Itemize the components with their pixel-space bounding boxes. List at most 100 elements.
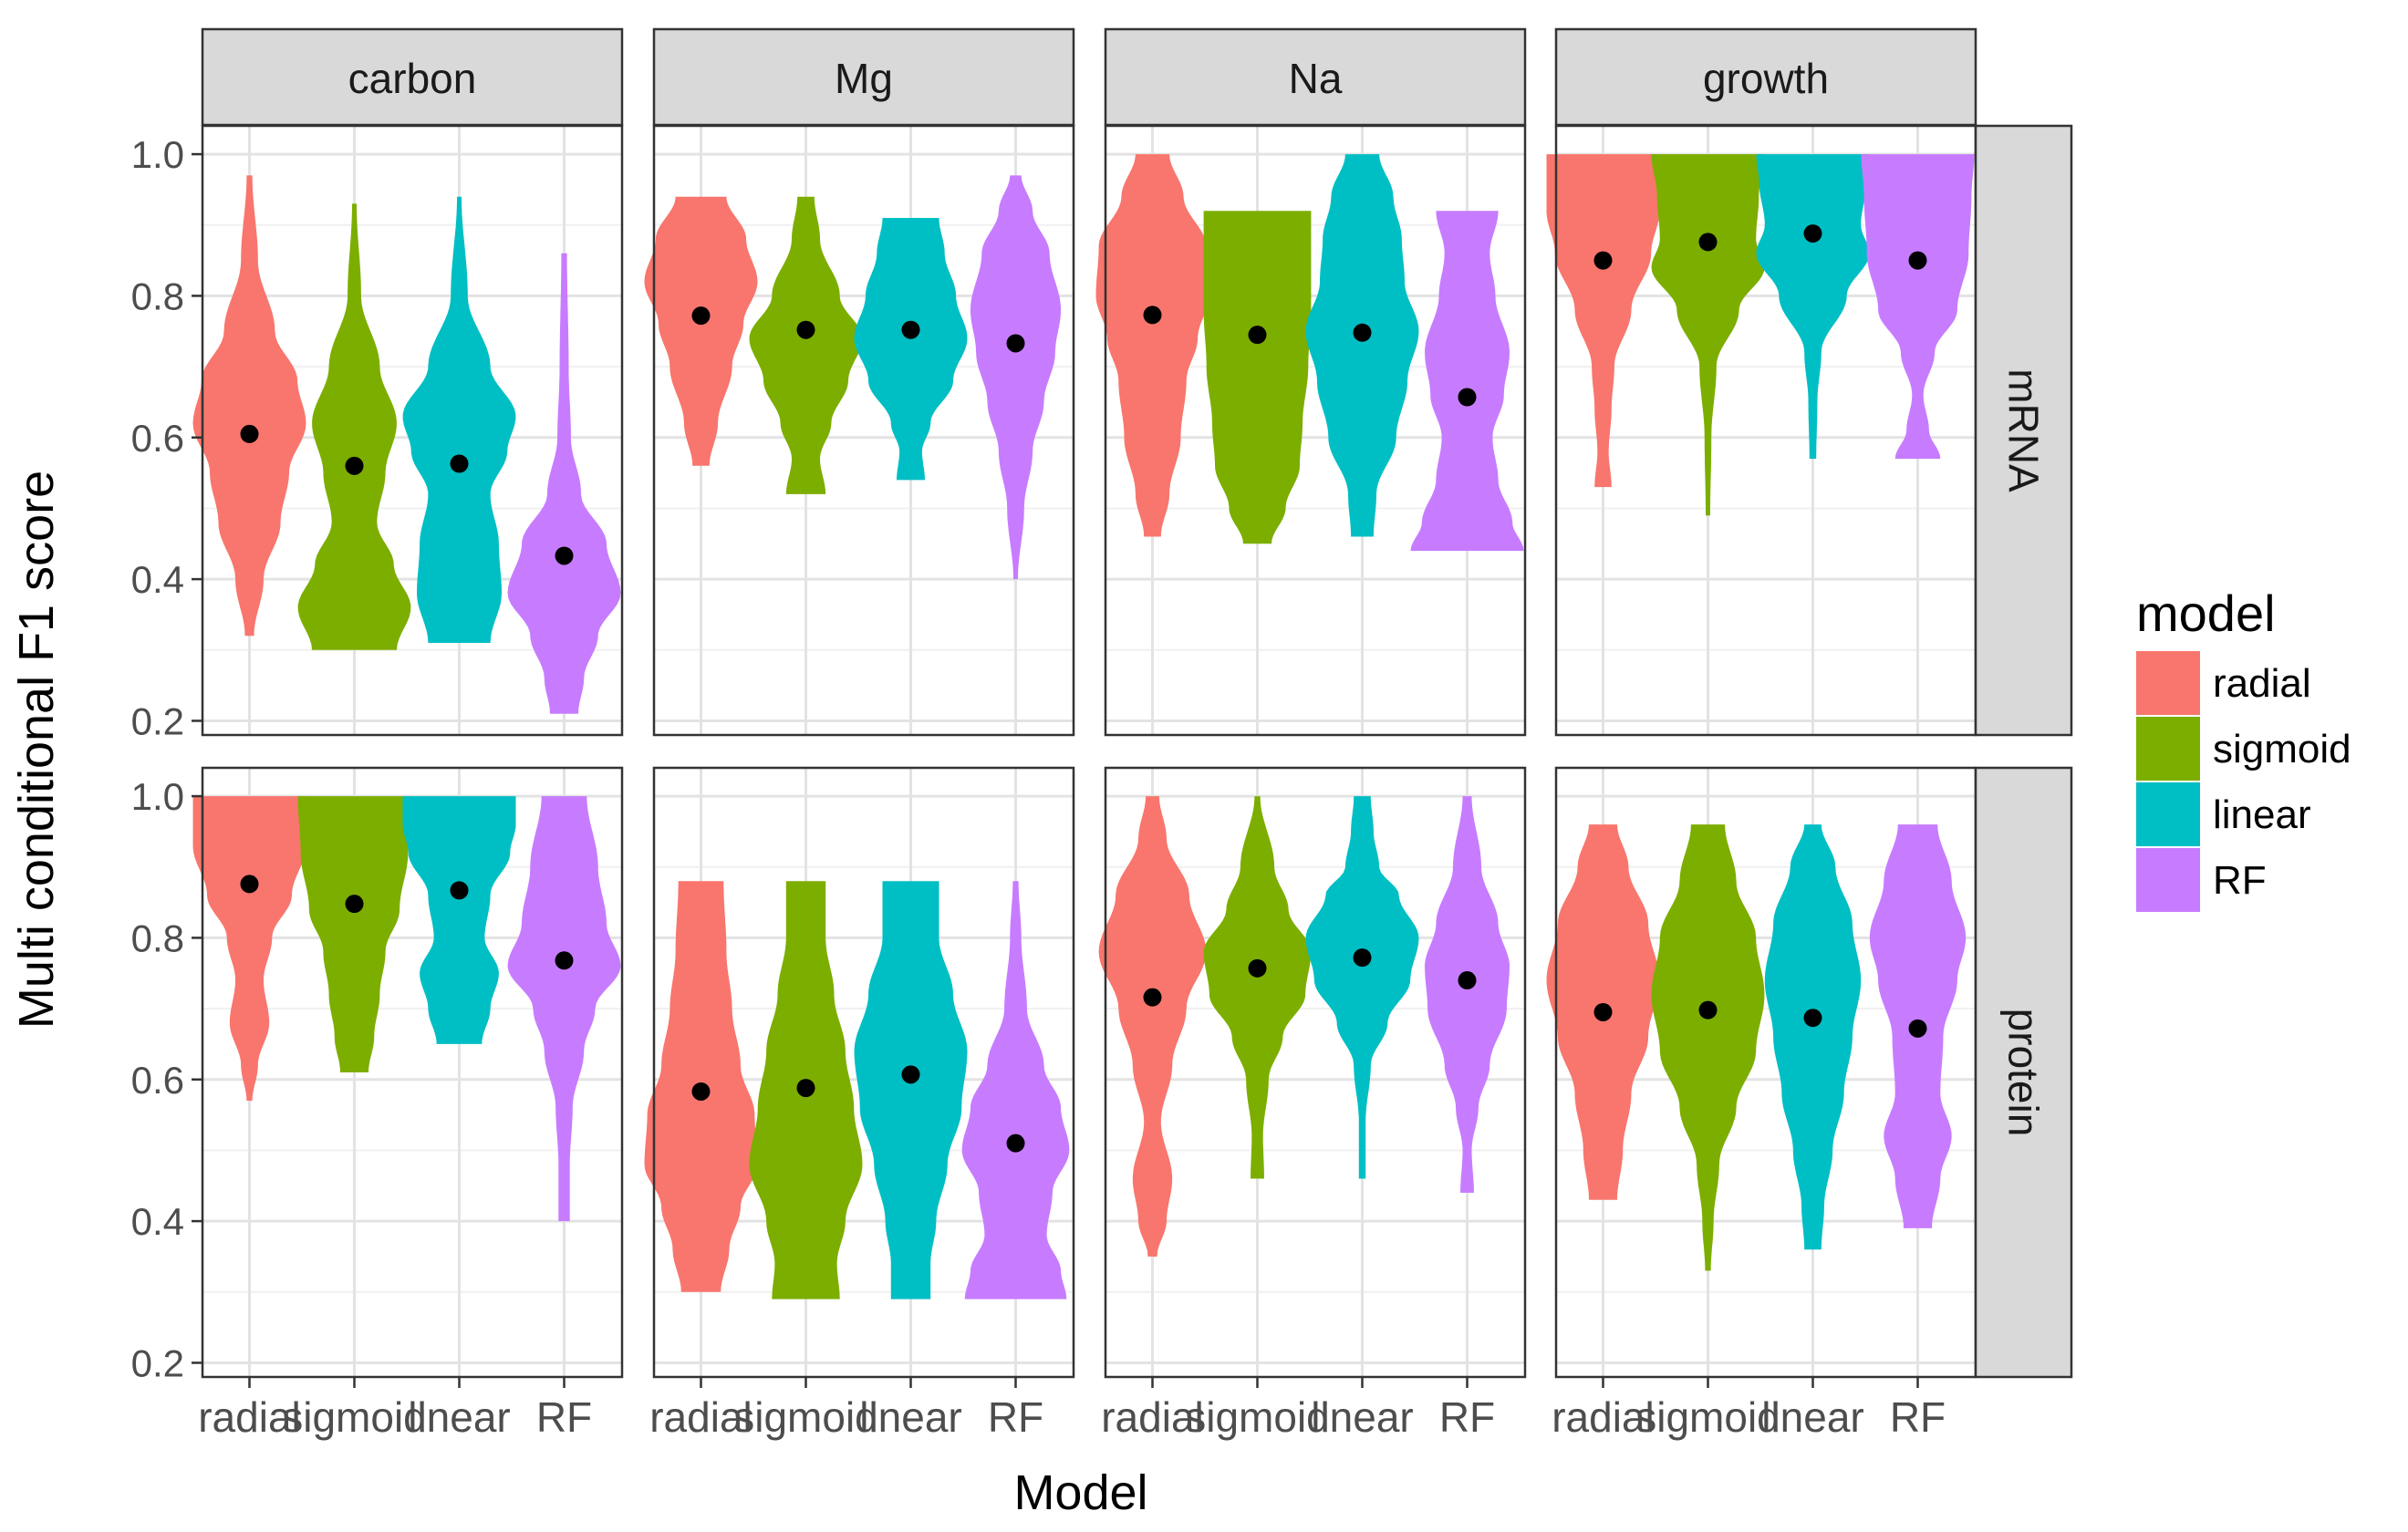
legend-swatch: [2136, 848, 2200, 912]
violin-radial: [1546, 154, 1660, 488]
strip-background: [1974, 124, 2073, 737]
strip-carbon: carbon: [201, 27, 624, 127]
strip-Mg: Mg: [652, 27, 1075, 127]
strip-mRNA: mRNA: [1974, 124, 2073, 737]
legend-label: RF: [2213, 858, 2267, 903]
mean-point-RF: [1458, 388, 1477, 407]
violin-RF: [1425, 796, 1510, 1193]
legend-label: sigmoid: [2213, 727, 2351, 771]
mean-point-sigmoid: [345, 456, 364, 475]
mean-point-radial: [240, 424, 259, 443]
mean-point-linear: [450, 881, 469, 900]
legend-item-linear: linear: [2136, 782, 2311, 846]
panel-mRNA-carbon: [192, 124, 624, 737]
x-tick-label-sigmoid: sigmoid: [1185, 1393, 1330, 1441]
mean-point-RF: [1006, 1133, 1025, 1153]
x-tick-label-RF: RF: [988, 1393, 1043, 1441]
legend: model radial sigmoid linear RF: [2136, 585, 2351, 912]
panel-protein-Na: [1098, 766, 1527, 1379]
panel-protein-growth: [1546, 766, 1977, 1379]
violin-sigmoid: [749, 196, 863, 494]
violin-sigmoid: [297, 796, 411, 1072]
mean-point-sigmoid: [796, 320, 815, 339]
mean-point-sigmoid: [796, 1079, 815, 1098]
mean-point-RF: [1908, 251, 1927, 270]
mean-point-linear: [450, 454, 469, 473]
x-tick-label-RF: RF: [1890, 1393, 1946, 1441]
panel-mRNA-Na: [1095, 124, 1527, 737]
panel-protein-carbon: [192, 766, 624, 1379]
strip-background: [201, 27, 624, 127]
violin-linear: [402, 796, 516, 1044]
violin-sigmoid: [1203, 796, 1312, 1179]
mean-point-sigmoid: [345, 895, 364, 914]
violin-sigmoid: [297, 203, 411, 650]
violin-linear: [1305, 796, 1419, 1179]
y-tick-label: 0.6: [131, 1059, 184, 1102]
mean-point-RF: [1458, 971, 1477, 990]
mean-point-sigmoid: [1248, 326, 1267, 345]
violin-linear: [1764, 824, 1862, 1250]
strip-Na: Na: [1104, 27, 1527, 127]
violin-linear: [402, 196, 516, 643]
violin-radial: [1095, 154, 1209, 537]
mean-point-linear: [901, 1065, 920, 1084]
x-tick-label-linear: linear: [859, 1393, 962, 1441]
violin-radial: [1098, 796, 1207, 1257]
legend-swatch: [2136, 717, 2200, 781]
mean-point-RF: [555, 546, 574, 565]
x-tick-label-radial: radial: [649, 1393, 752, 1441]
panels-layer: [192, 124, 1977, 1379]
violin-RF: [1410, 211, 1524, 551]
panel-border: [201, 766, 624, 1379]
mean-point-RF: [1908, 1019, 1927, 1038]
x-tick-label-radial: radial: [1552, 1393, 1655, 1441]
y-tick-label: 0.4: [131, 1200, 184, 1243]
strip-background: [1974, 766, 2073, 1379]
strip-growth: growth: [1554, 27, 1977, 127]
violin-linear: [1305, 154, 1419, 537]
x-axis-title: Model: [1013, 1465, 1147, 1520]
violin-sigmoid: [1203, 211, 1312, 544]
strip-label-protein: protein: [2000, 1009, 2048, 1137]
strip-protein: protein: [1974, 766, 2073, 1379]
mean-point-radial: [1143, 988, 1162, 1007]
mean-point-radial: [240, 875, 259, 894]
violin-RF: [507, 253, 621, 714]
mean-point-sigmoid: [1698, 1000, 1718, 1020]
mean-point-radial: [691, 306, 711, 326]
x-tick-label-RF: RF: [1439, 1393, 1495, 1441]
strip-background: [1554, 27, 1977, 127]
strip-label-carbon: carbon: [348, 55, 477, 102]
y-tick-label: 0.4: [131, 558, 184, 601]
mean-point-radial: [1593, 1002, 1613, 1021]
strip-label-mRNA: mRNA: [2000, 368, 2048, 492]
x-tick-label-sigmoid: sigmoid: [282, 1393, 427, 1441]
strip-background: [1104, 27, 1527, 127]
panel-border: [1104, 766, 1527, 1379]
mean-point-radial: [1593, 251, 1613, 270]
x-tick-label-radial: radial: [198, 1393, 301, 1441]
mean-point-RF: [555, 951, 574, 970]
violin-radial: [644, 196, 758, 466]
legend-item-RF: RF: [2136, 848, 2267, 912]
y-tick-label: 0.2: [131, 699, 184, 742]
violin-radial: [192, 796, 306, 1102]
mean-point-linear: [1353, 323, 1372, 342]
violin-RF: [507, 796, 621, 1222]
violin-sigmoid: [1651, 154, 1765, 516]
panel-mRNA-growth: [1546, 124, 1977, 737]
mean-point-linear: [901, 320, 920, 339]
y-tick-label: 0.6: [131, 417, 184, 460]
legend-title: model: [2136, 585, 2276, 642]
mean-point-linear: [1803, 224, 1822, 243]
mean-point-linear: [1353, 948, 1372, 968]
y-tick-label: 1.0: [131, 775, 184, 818]
mean-point-RF: [1006, 334, 1025, 353]
y-tick-label: 0.8: [131, 916, 184, 959]
y-tick-label: 0.2: [131, 1341, 184, 1384]
violin-radial: [192, 175, 306, 637]
y-tick-label: 0.8: [131, 274, 184, 317]
x-tick-label-linear: linear: [408, 1393, 511, 1441]
